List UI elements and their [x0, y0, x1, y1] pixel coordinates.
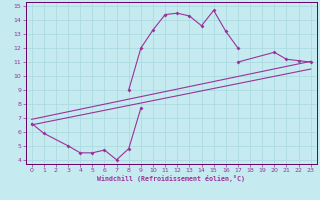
- X-axis label: Windchill (Refroidissement éolien,°C): Windchill (Refroidissement éolien,°C): [97, 175, 245, 182]
